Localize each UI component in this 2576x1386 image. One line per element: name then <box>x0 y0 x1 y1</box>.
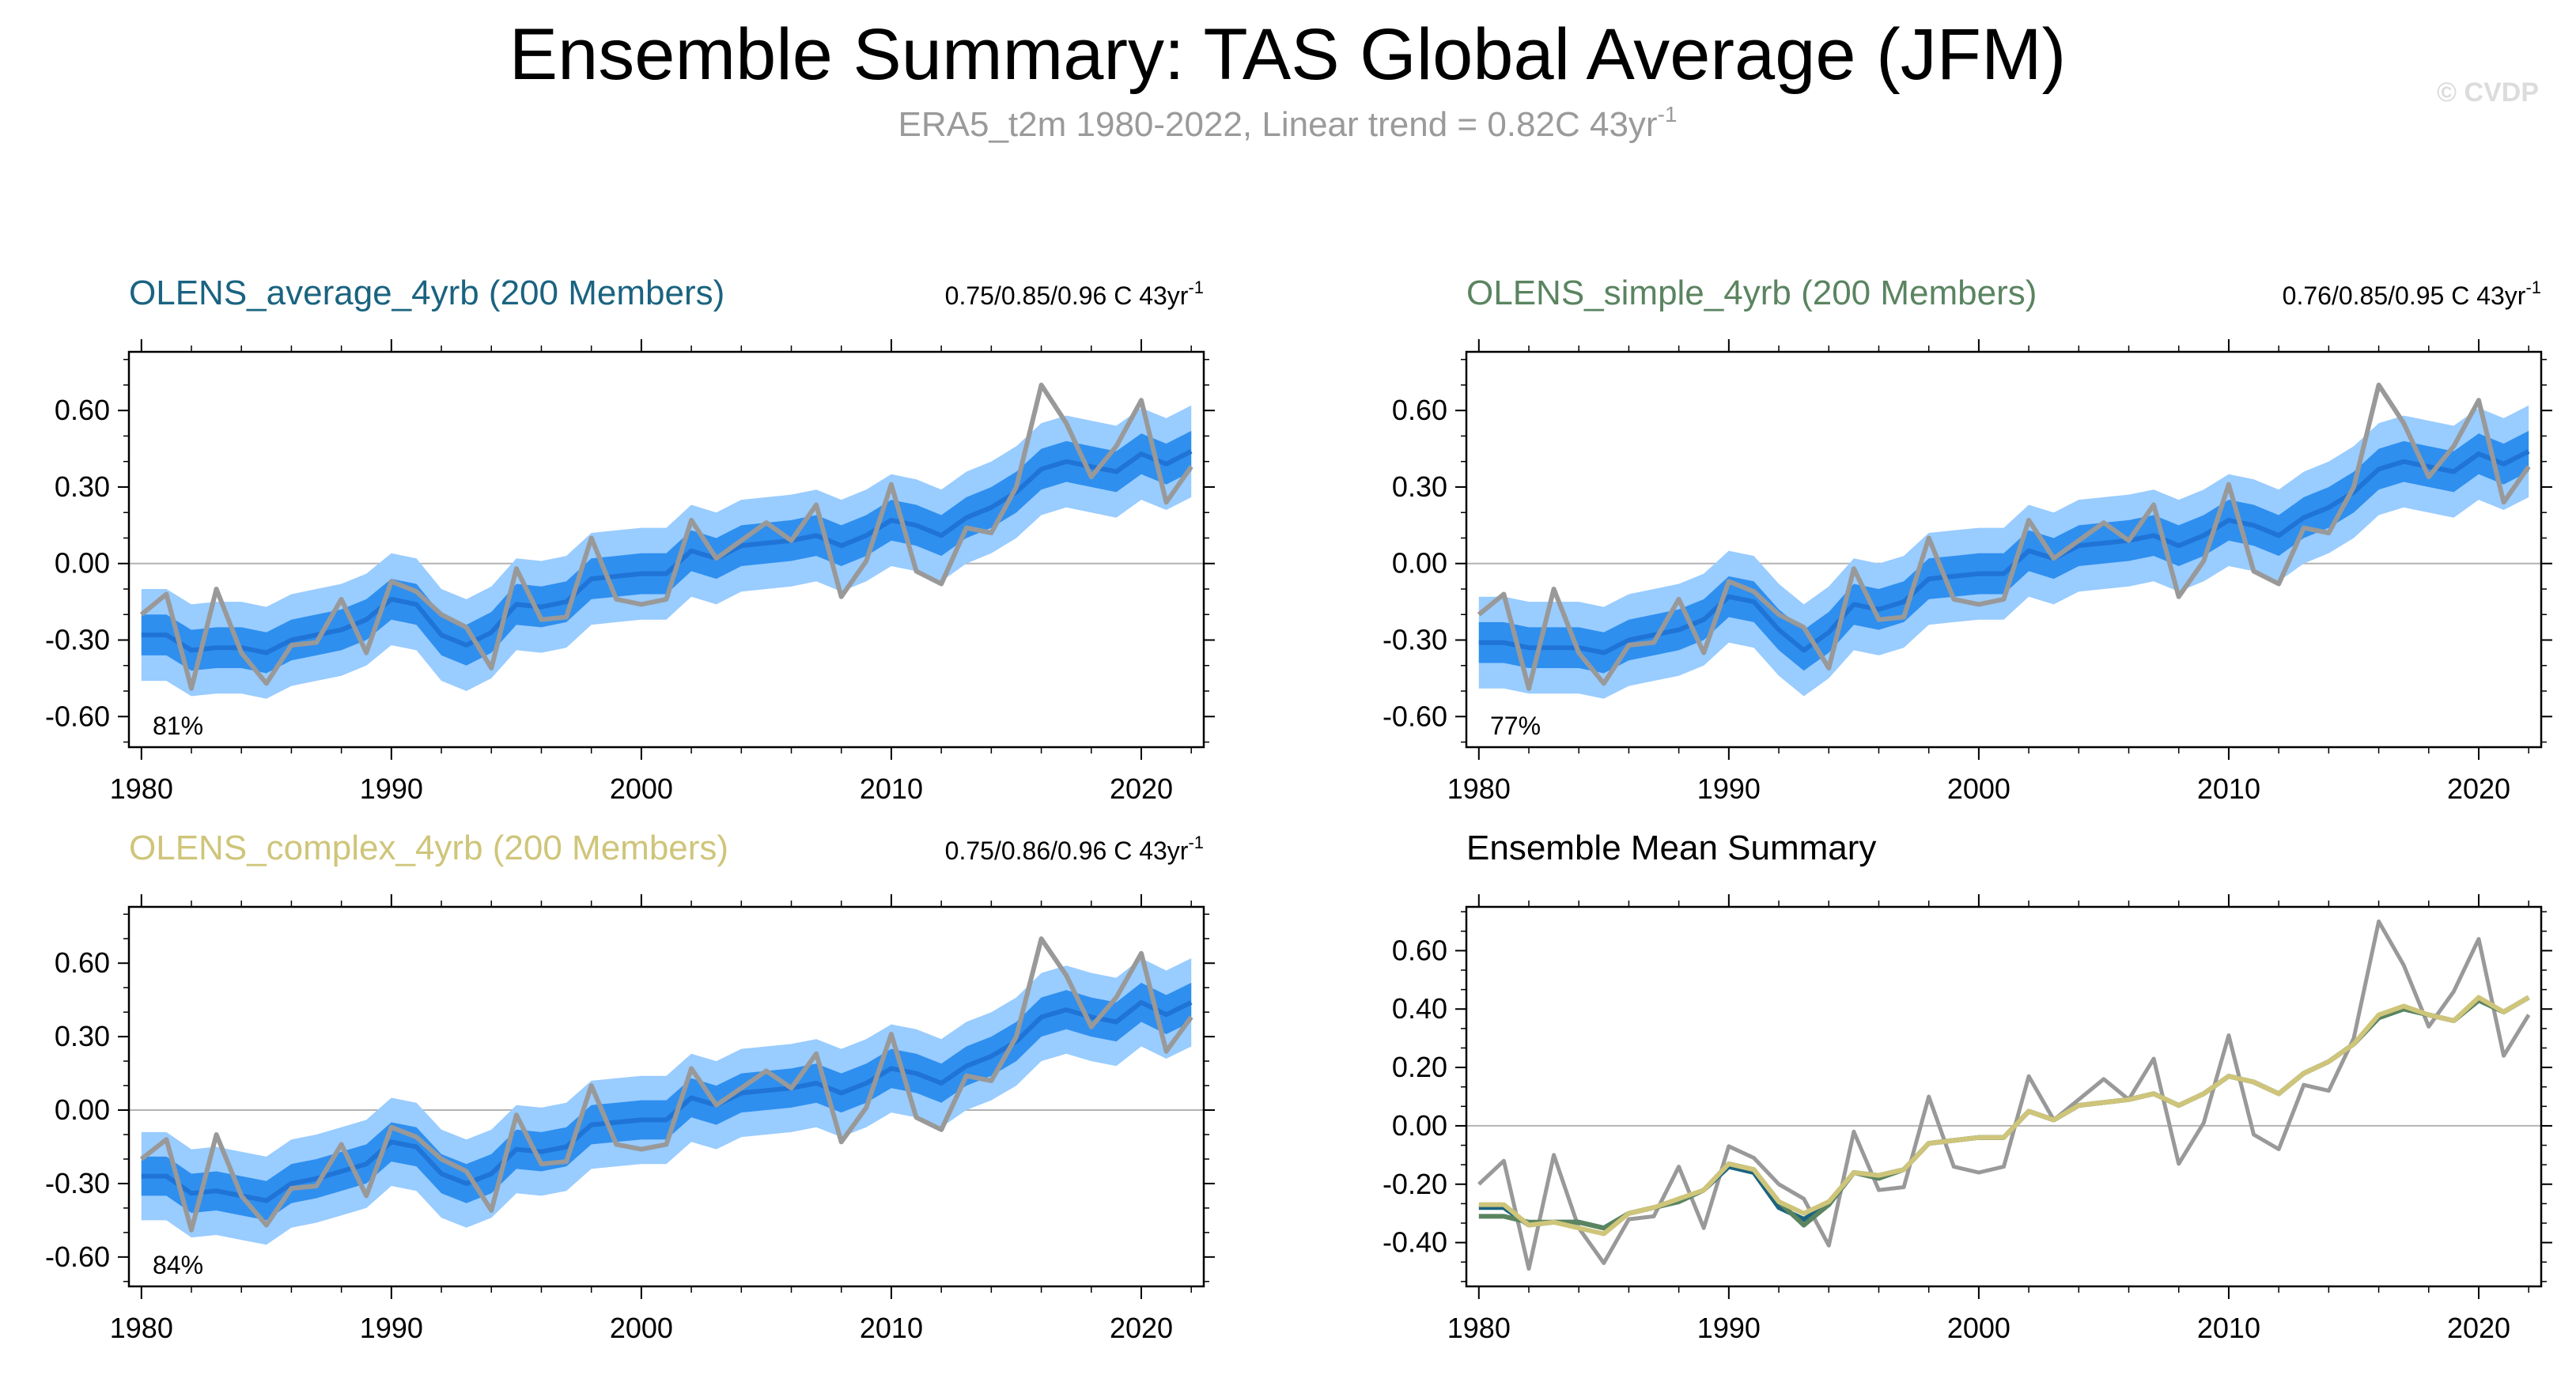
ensemble-mean-line <box>141 449 1193 655</box>
x-tick-label: 2000 <box>610 772 673 805</box>
x-tick-label: 1990 <box>1697 1312 1761 1344</box>
y-tick-label: 0.00 <box>55 547 110 580</box>
complex-mean-line <box>1478 995 2530 1237</box>
panel-trend-label: 0.75/0.85/0.96 C 43yr-1 <box>945 278 1204 310</box>
y-tick-label: 0.40 <box>1392 992 1447 1025</box>
panel-title: OLENS_average_4yrb (200 Members) <box>129 274 724 312</box>
x-tick-label: 1980 <box>1447 1312 1511 1344</box>
band-inner <box>1478 431 2529 674</box>
x-tick-label: 1980 <box>110 1312 173 1344</box>
x-tick-label: 2020 <box>1110 1312 1173 1344</box>
y-tick-label: -0.60 <box>45 1241 110 1273</box>
x-tick-label: 2000 <box>1947 772 2010 805</box>
panel-title: Ensemble Mean Summary <box>1466 829 1876 867</box>
x-tick-label: 1980 <box>1447 772 1511 805</box>
plot-frame <box>127 350 1205 749</box>
y-tick-label: -0.40 <box>1383 1226 1447 1259</box>
y-tick-label: -0.30 <box>45 1167 110 1199</box>
figure-subtitle-text: ERA5_t2m 1980-2022, Linear trend = 0.82C… <box>898 105 1658 144</box>
observations-line <box>1477 382 2531 691</box>
percent-label: 77% <box>1490 712 1541 740</box>
x-tick-label: 1990 <box>360 1312 423 1344</box>
observations-line <box>1477 920 2531 1271</box>
y-tick-label: 0.60 <box>55 946 110 979</box>
plot-frame <box>1465 350 2543 749</box>
plot-frame <box>1465 905 2543 1288</box>
panel-trend-sup: -1 <box>2525 278 2541 297</box>
panel-trend-label: 0.76/0.85/0.95 C 43yr-1 <box>2283 278 2541 310</box>
x-tick-label: 2020 <box>1110 772 1173 805</box>
panel-title: OLENS_complex_4yrb (200 Members) <box>129 829 728 867</box>
figure-subtitle: ERA5_t2m 1980-2022, Linear trend = 0.82C… <box>898 102 1678 144</box>
x-tick-label: 2010 <box>2197 772 2260 805</box>
y-tick-label: 0.00 <box>55 1093 110 1126</box>
average-mean-line <box>1478 995 2530 1231</box>
y-tick-label: 0.30 <box>55 470 110 503</box>
ensemble-mean-line <box>141 999 1193 1203</box>
panel-title: OLENS_simple_4yrb (200 Members) <box>1466 274 2037 312</box>
y-tick-label: 0.60 <box>55 394 110 426</box>
percent-label: 84% <box>153 1251 203 1279</box>
chart-panel-2: OLENS_simple_4yrb (200 Members) 0.76/0.85… <box>1383 274 2552 805</box>
y-tick-label: 0.30 <box>55 1020 110 1052</box>
y-tick-label: 0.00 <box>1392 1109 1447 1142</box>
x-tick-label: 2010 <box>860 1312 923 1344</box>
percent-label: 81% <box>153 712 203 740</box>
panel-trend-sup: -1 <box>1188 278 1204 297</box>
x-tick-label: 2000 <box>1947 1312 2010 1344</box>
simple-mean-line <box>1478 995 2530 1231</box>
y-tick-label: 0.00 <box>1392 547 1447 580</box>
y-tick-label: -0.60 <box>1383 700 1447 732</box>
ensemble-mean-line <box>1478 449 2530 655</box>
x-tick-label: 1990 <box>1697 772 1761 805</box>
band-inner <box>141 983 1192 1221</box>
y-tick-label: 0.30 <box>1392 470 1447 503</box>
panel-trend-text: 0.76/0.85/0.95 C 43yr <box>2283 281 2526 310</box>
observations-line <box>139 382 1193 691</box>
y-tick-label: -0.20 <box>1383 1168 1447 1200</box>
figure-subtitle-sup: -1 <box>1658 102 1678 127</box>
x-tick-label: 2010 <box>860 772 923 805</box>
plot-frame <box>127 905 1205 1288</box>
panel-trend-sup: -1 <box>1188 833 1204 852</box>
chart-panel-3: OLENS_complex_4yrb (200 Members) 0.75/0.8… <box>45 829 1215 1344</box>
y-tick-label: -0.60 <box>45 700 110 732</box>
y-tick-label: 0.60 <box>1392 934 1447 966</box>
figure-title: Ensemble Summary: TAS Global Average (JF… <box>509 14 2066 95</box>
band-outer <box>141 405 1192 699</box>
band-outer <box>1478 405 2529 699</box>
observations-line <box>139 936 1193 1233</box>
panel-trend-text: 0.75/0.86/0.96 C 43yr <box>945 837 1189 865</box>
panel-trend-label: 0.75/0.86/0.96 C 43yr-1 <box>945 833 1204 865</box>
credit-label: © CVDP <box>2437 77 2539 108</box>
panel-trend-text: 0.75/0.85/0.96 C 43yr <box>945 281 1189 310</box>
x-tick-label: 2010 <box>2197 1312 2260 1344</box>
x-tick-label: 2020 <box>2447 772 2510 805</box>
x-tick-label: 1990 <box>360 772 423 805</box>
chart-panel-1: OLENS_average_4yrb (200 Members) 0.75/0.8… <box>45 274 1215 805</box>
y-tick-label: 0.60 <box>1392 394 1447 426</box>
y-tick-label: 0.20 <box>1392 1051 1447 1083</box>
y-tick-label: -0.30 <box>45 624 110 656</box>
y-tick-label: -0.30 <box>1383 624 1447 656</box>
panels-group: OLENS_average_4yrb (200 Members) 0.75/0.8… <box>45 274 2552 1344</box>
x-tick-label: 2020 <box>2447 1312 2510 1344</box>
chart-panel-4: Ensemble Mean Summary -0.40 -0.20 0.00 0.20 0… <box>1383 829 2552 1344</box>
x-tick-label: 1980 <box>110 772 173 805</box>
x-tick-label: 2000 <box>610 1312 673 1344</box>
band-inner <box>141 431 1192 674</box>
